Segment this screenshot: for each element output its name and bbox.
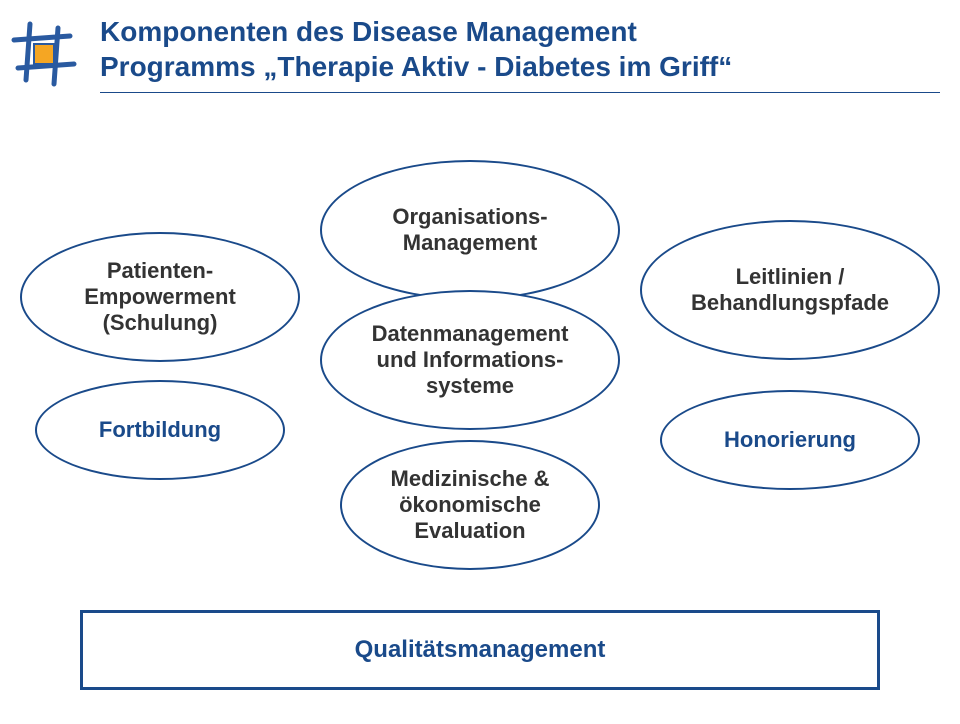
title-line-1: Komponenten des Disease Management — [100, 16, 637, 47]
node-fortbildung-label: Fortbildung — [99, 417, 221, 443]
title-underline — [100, 92, 940, 93]
node-evaluation-label: Medizinische &ökonomischeEvaluation — [391, 466, 550, 544]
node-honorierung-label: Honorierung — [724, 427, 856, 453]
node-patienten-label: Patienten-Empowerment(Schulung) — [84, 258, 236, 336]
slide-title: Komponenten des Disease Management Progr… — [100, 14, 920, 84]
node-daten-label: Datenmanagementund Informations-systeme — [372, 321, 569, 399]
node-patienten-empowerment: Patienten-Empowerment(Schulung) — [20, 232, 300, 362]
title-line-2: Programms „Therapie Aktiv - Diabetes im … — [100, 51, 732, 82]
quality-management-box: Qualitätsmanagement — [80, 610, 880, 690]
node-organisation: Organisations-Management — [320, 160, 620, 300]
node-leitlinien: Leitlinien /Behandlungspfade — [640, 220, 940, 360]
brand-logo — [8, 18, 80, 90]
node-organisation-label: Organisations-Management — [392, 204, 547, 256]
quality-management-label: Qualitätsmanagement — [355, 636, 606, 664]
node-evaluation: Medizinische &ökonomischeEvaluation — [340, 440, 600, 570]
node-fortbildung: Fortbildung — [35, 380, 285, 480]
node-honorierung: Honorierung — [660, 390, 920, 490]
slide-canvas: Komponenten des Disease Management Progr… — [0, 0, 960, 724]
node-datenmanagement: Datenmanagementund Informations-systeme — [320, 290, 620, 430]
node-leitlinien-label: Leitlinien /Behandlungspfade — [691, 264, 889, 316]
